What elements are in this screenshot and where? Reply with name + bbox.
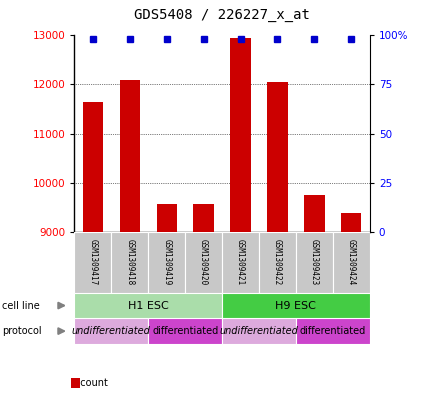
Bar bbox=[148, 232, 185, 293]
Text: GSM1309424: GSM1309424 bbox=[347, 239, 356, 285]
Bar bbox=[341, 213, 361, 232]
Bar bbox=[296, 318, 370, 344]
Text: protocol: protocol bbox=[2, 326, 42, 336]
Text: differentiated: differentiated bbox=[300, 326, 366, 336]
Bar bbox=[304, 195, 325, 232]
Bar bbox=[230, 38, 251, 232]
Bar bbox=[222, 232, 259, 293]
Text: cell line: cell line bbox=[2, 301, 40, 310]
Bar bbox=[296, 232, 333, 293]
Bar bbox=[222, 293, 370, 318]
Text: GSM1309419: GSM1309419 bbox=[162, 239, 171, 285]
Bar bbox=[119, 79, 140, 232]
Bar bbox=[148, 318, 222, 344]
Text: H1 ESC: H1 ESC bbox=[128, 301, 169, 310]
Text: GSM1309422: GSM1309422 bbox=[273, 239, 282, 285]
Bar bbox=[74, 232, 111, 293]
Bar bbox=[333, 232, 370, 293]
Bar bbox=[222, 318, 296, 344]
Text: undifferentiated: undifferentiated bbox=[220, 326, 298, 336]
Bar bbox=[193, 204, 214, 232]
Bar bbox=[74, 318, 148, 344]
Bar bbox=[111, 232, 148, 293]
Text: GSM1309418: GSM1309418 bbox=[125, 239, 134, 285]
Text: undifferentiated: undifferentiated bbox=[72, 326, 151, 336]
Bar bbox=[185, 232, 222, 293]
Text: GSM1309417: GSM1309417 bbox=[88, 239, 97, 285]
Text: H9 ESC: H9 ESC bbox=[275, 301, 316, 310]
Text: differentiated: differentiated bbox=[152, 326, 218, 336]
Bar bbox=[83, 102, 103, 232]
Bar bbox=[156, 204, 177, 232]
Text: GDS5408 / 226227_x_at: GDS5408 / 226227_x_at bbox=[134, 7, 310, 22]
Bar bbox=[71, 378, 79, 388]
Text: GSM1309423: GSM1309423 bbox=[310, 239, 319, 285]
Bar bbox=[74, 293, 222, 318]
Bar bbox=[267, 82, 288, 232]
Text: GSM1309421: GSM1309421 bbox=[236, 239, 245, 285]
Bar bbox=[259, 232, 296, 293]
Text: GSM1309420: GSM1309420 bbox=[199, 239, 208, 285]
Text: count: count bbox=[74, 378, 108, 388]
